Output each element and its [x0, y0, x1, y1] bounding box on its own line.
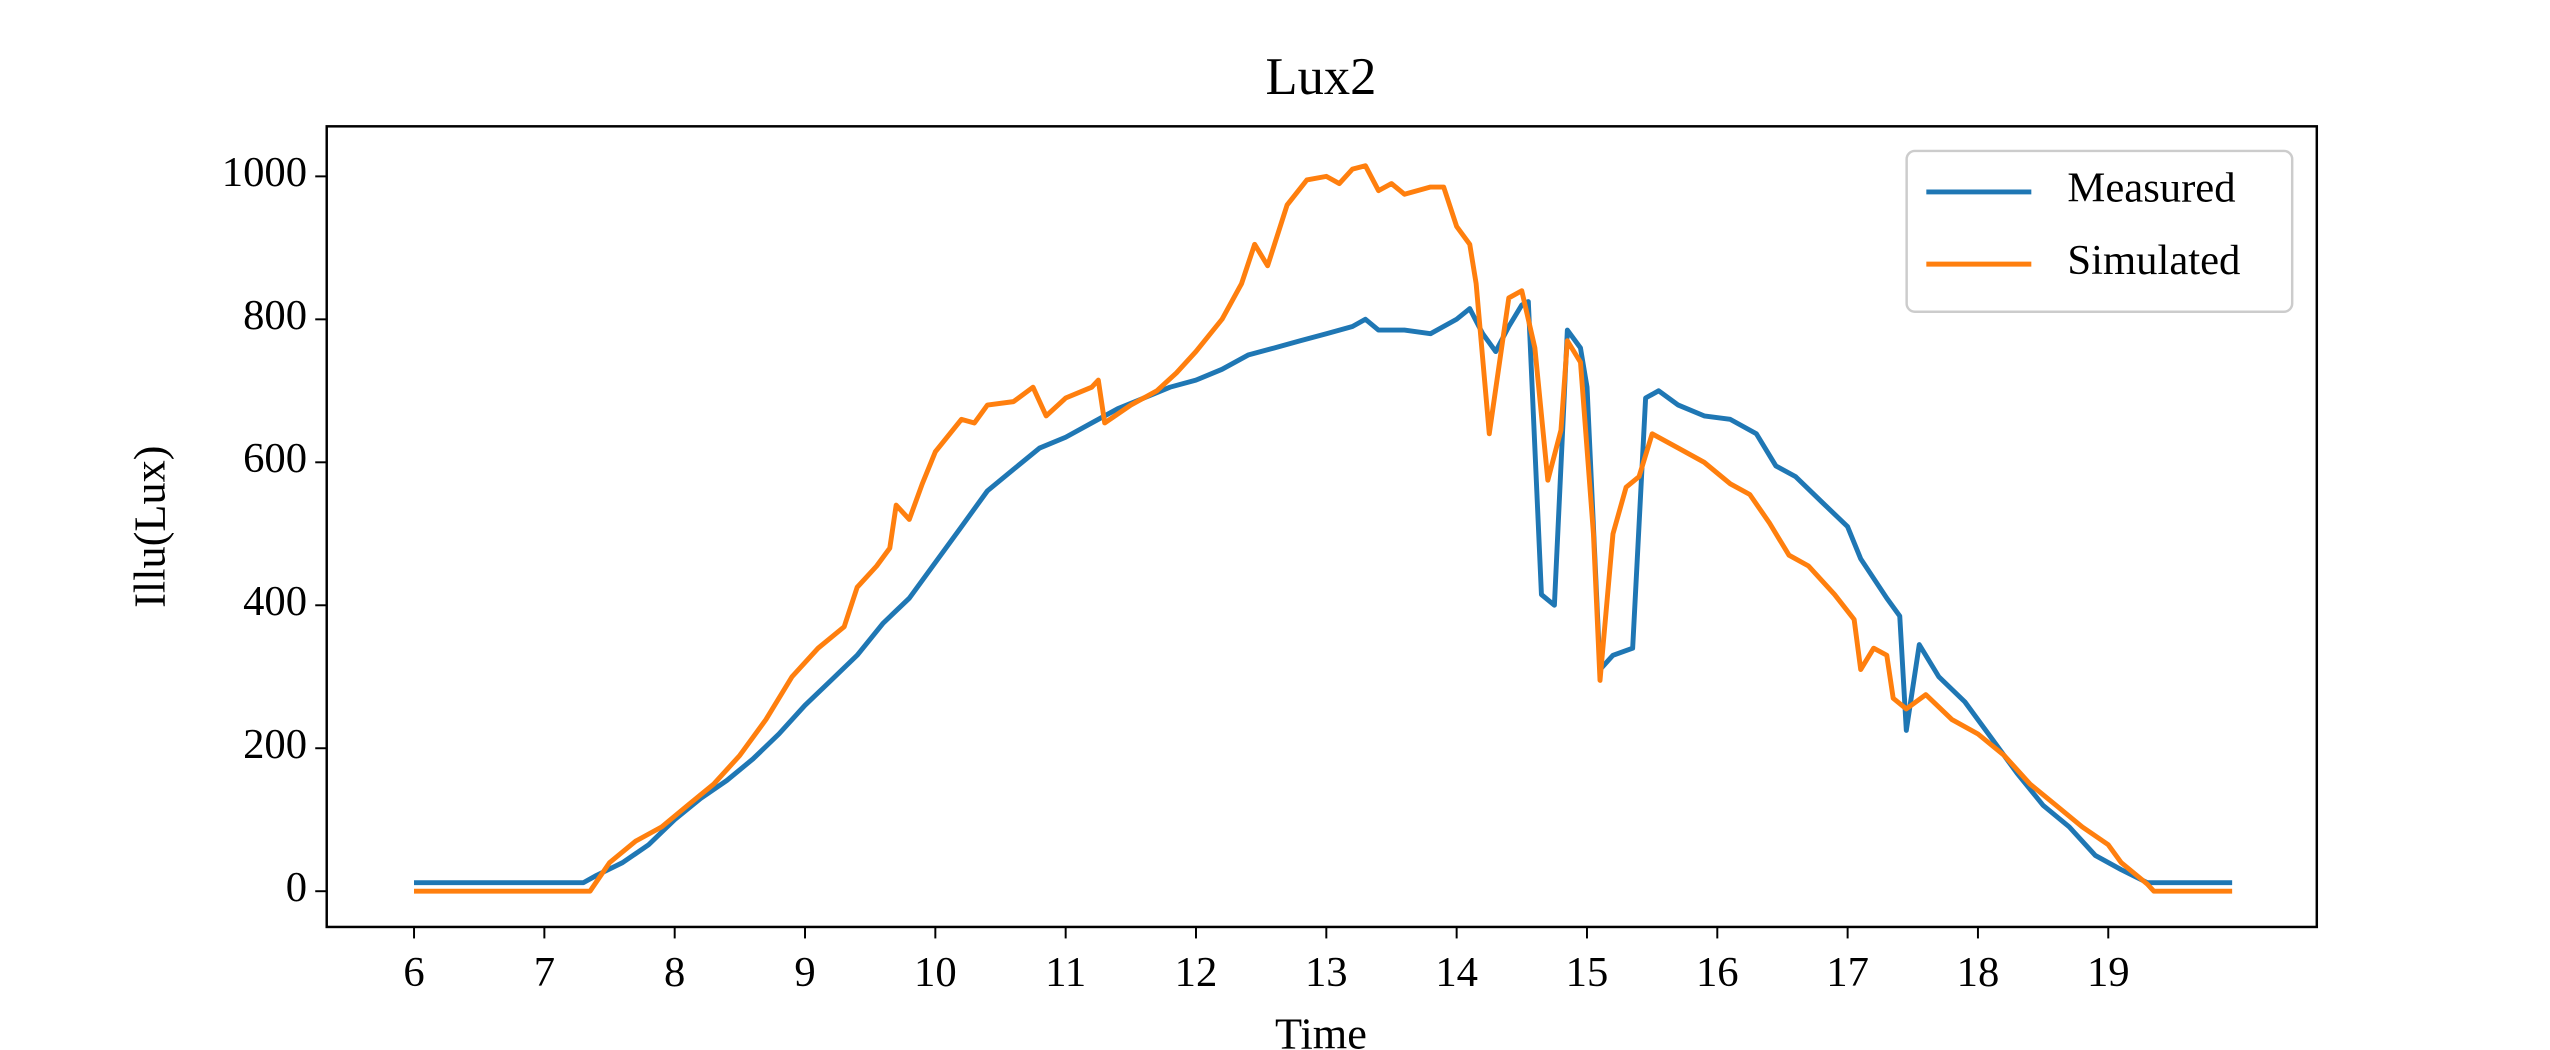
x-tick-label: 13 [1305, 949, 1348, 996]
y-tick-label: 400 [243, 578, 307, 625]
legend-label: Simulated [2067, 237, 2240, 284]
x-tick-label: 15 [1566, 949, 1609, 996]
data-line [413, 299, 2233, 886]
x-tick-label: 7 [534, 949, 555, 996]
chart-title: Lux2 [1266, 48, 1377, 106]
x-tick-label: 19 [2087, 949, 2130, 996]
x-axis-label: Time [1275, 1010, 1367, 1050]
x-tick-label: 17 [1826, 949, 1869, 996]
x-tick-label: 12 [1175, 949, 1218, 996]
data-line [413, 163, 2233, 894]
x-tick-label: 11 [1045, 949, 1086, 996]
y-tick-label: 600 [243, 435, 307, 482]
y-tick-label: 0 [286, 864, 307, 911]
x-tick-label: 9 [794, 949, 815, 996]
y-tick-label: 800 [243, 292, 307, 339]
y-tick-label: 1000 [222, 149, 307, 196]
x-tick-label: 10 [914, 949, 957, 996]
x-tick-label: 6 [403, 949, 424, 996]
x-tick-label: 14 [1435, 949, 1478, 996]
x-tick-label: 16 [1696, 949, 1739, 996]
x-tick-label: 18 [1957, 949, 2000, 996]
x-tick-label: 8 [664, 949, 685, 996]
legend-label: Measured [2067, 165, 2235, 212]
plot-frame [325, 125, 2319, 929]
y-axis-label: Illu(Lux) [126, 445, 175, 607]
y-tick-label: 200 [243, 721, 307, 768]
